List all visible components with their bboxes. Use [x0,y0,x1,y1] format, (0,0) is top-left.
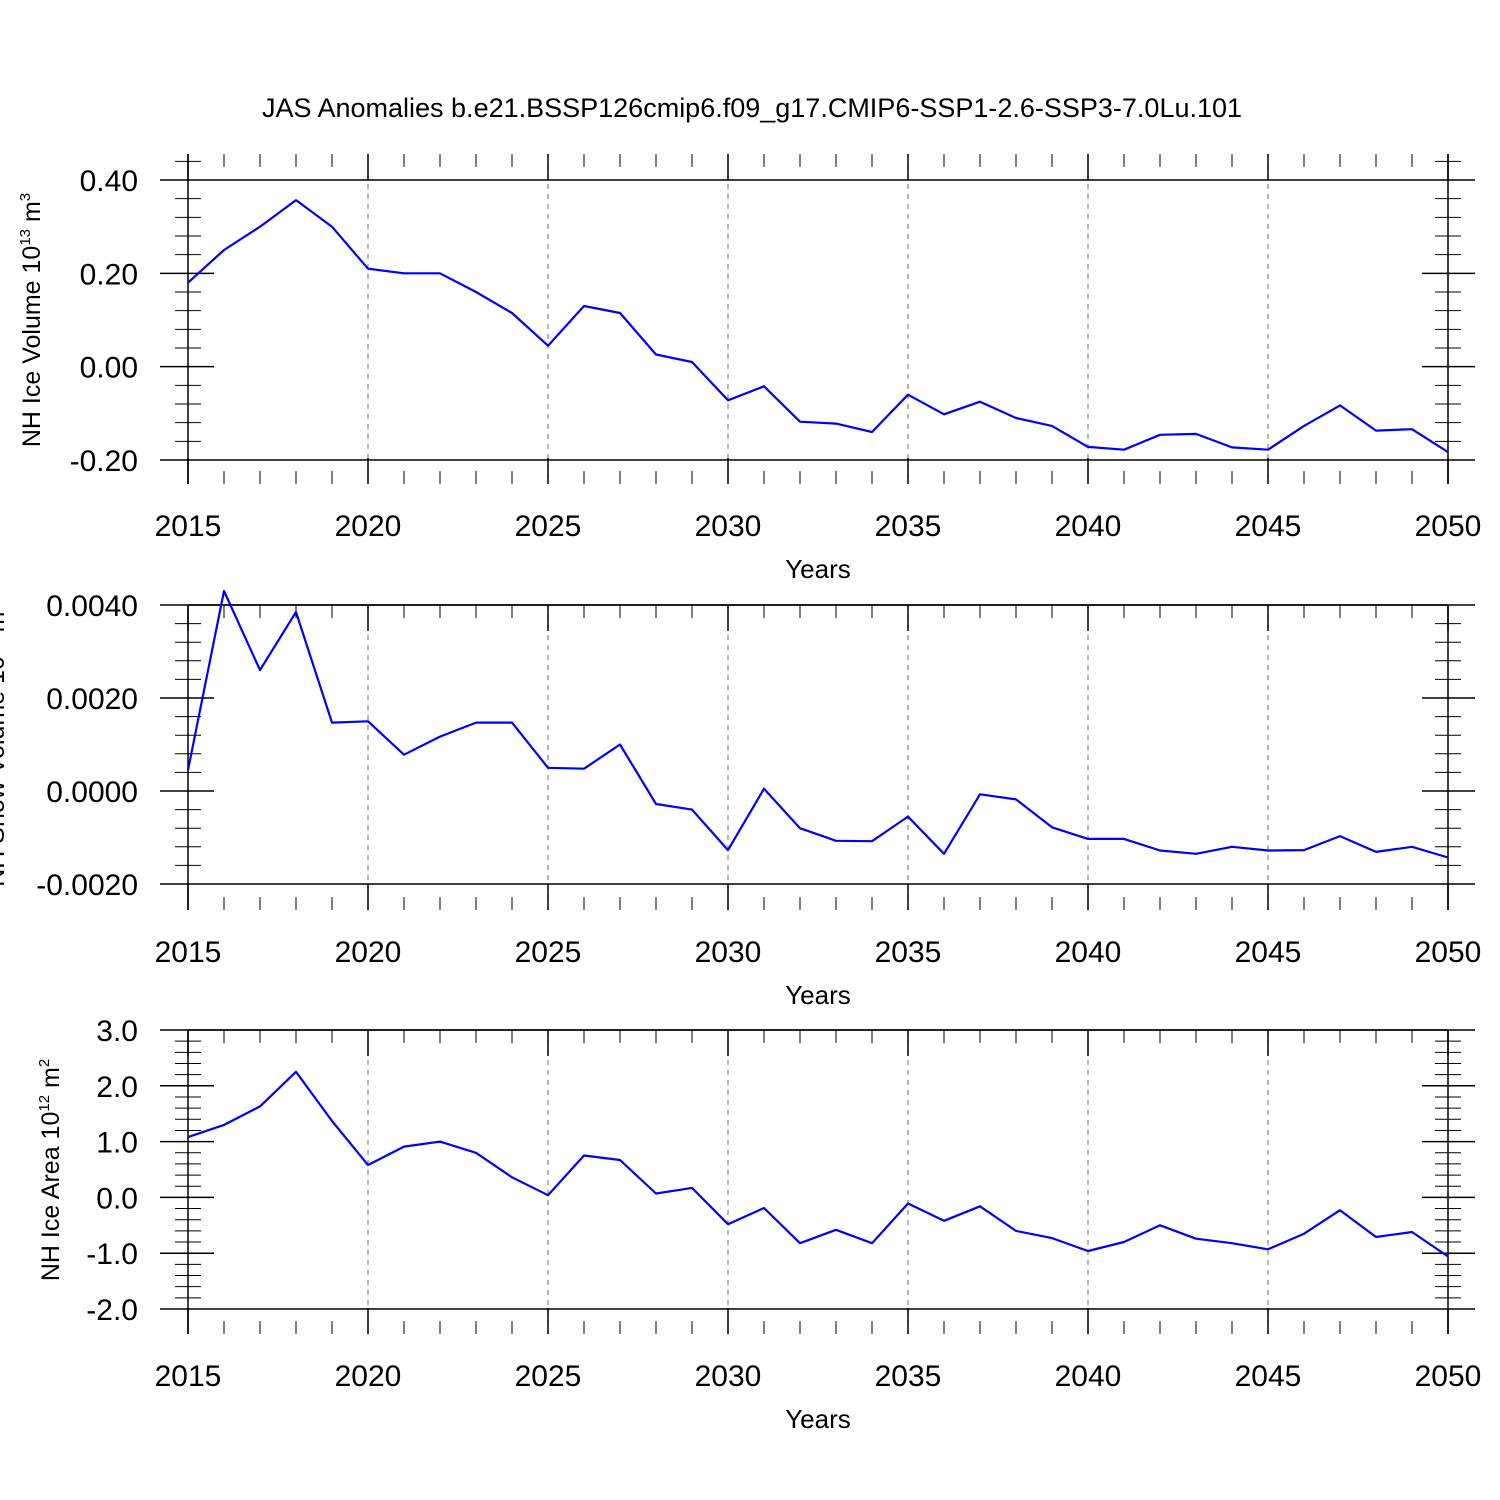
x-tick-label: 2050 [1415,510,1482,543]
x-tick-label: 2020 [335,936,402,969]
x-axis-label: Years [785,554,851,584]
y-tick-label: 0.00 [80,352,138,385]
x-axis-label: Years [785,980,851,1010]
x-tick-label: 2020 [335,1360,402,1393]
y-tick-label: 1.0 [96,1127,138,1160]
y-tick-label: -2.0 [86,1294,138,1327]
y-tick-label: 3.0 [96,1015,138,1048]
x-tick-label: 2045 [1235,936,1302,969]
panels: 0.40 0.20 0.00 -0.20 2015 2020 2025 2030 2035 204… [0,154,1481,1434]
x-tick-label: 2050 [1415,936,1482,969]
x-tick-label: 2035 [875,1360,942,1393]
x-tick-label: 2015 [155,1360,222,1393]
y-tick-label: 0.20 [80,258,138,291]
chart-title: JAS Anomalies b.e21.BSSP126cmip6.f09_g17… [262,93,1242,123]
y-tick-label: 0.0020 [46,683,138,716]
x-tick-label: 2025 [515,510,582,543]
x-tick-label: 2050 [1415,1360,1482,1393]
y-tick-label: -1.0 [86,1238,138,1271]
x-axis-label: Years [785,1404,851,1434]
series-line [187,1070,1449,1258]
series-line [187,199,1449,454]
x-tick-label: 2035 [875,936,942,969]
panel-1: 0.40 0.20 0.00 -0.20 2015 2020 2025 2030 2035 204… [17,154,1481,584]
y-tick-label: -0.20 [70,445,138,478]
x-tick-label: 2035 [875,510,942,543]
x-tick-label: 2040 [1055,1360,1122,1393]
y-tick-label: 0.0000 [46,776,138,809]
x-tick-label: 2025 [515,1360,582,1393]
x-tick-label: 2040 [1055,510,1122,543]
x-tick-label: 2025 [515,936,582,969]
y-tick-label: 0.40 [80,165,138,198]
y-axis-label: NH Ice Volume 1013 m3 [17,193,46,447]
y-tick-label: 0.0040 [46,590,138,623]
x-tick-label: 2015 [155,510,222,543]
x-tick-label: 2020 [335,510,402,543]
x-tick-label: 2040 [1055,936,1122,969]
x-tick-label: 2045 [1235,510,1302,543]
x-tick-label: 2015 [155,936,222,969]
y-axis-label: NH Snow Volume 1013 m3 [0,603,10,887]
x-tick-label: 2030 [695,510,762,543]
y-axis-label: NH Ice Area 1012 m2 [36,1059,65,1281]
series-line [186,589,1449,859]
panel-3: 3.0 2.0 1.0 0.0 -1.0 -2.0 2015 2020 2025 2030 2035… [36,1015,1481,1434]
x-tick-label: 2030 [695,1360,762,1393]
x-tick-label: 2030 [695,936,762,969]
y-tick-label: 2.0 [96,1071,138,1104]
x-tick-label: 2045 [1235,1360,1302,1393]
y-tick-label: -0.0020 [36,869,138,902]
y-tick-label: 0.0 [96,1182,138,1215]
panel-2: 0.0040 0.0020 0.0000 -0.0020 2015 2020 2025 203… [0,589,1482,1010]
